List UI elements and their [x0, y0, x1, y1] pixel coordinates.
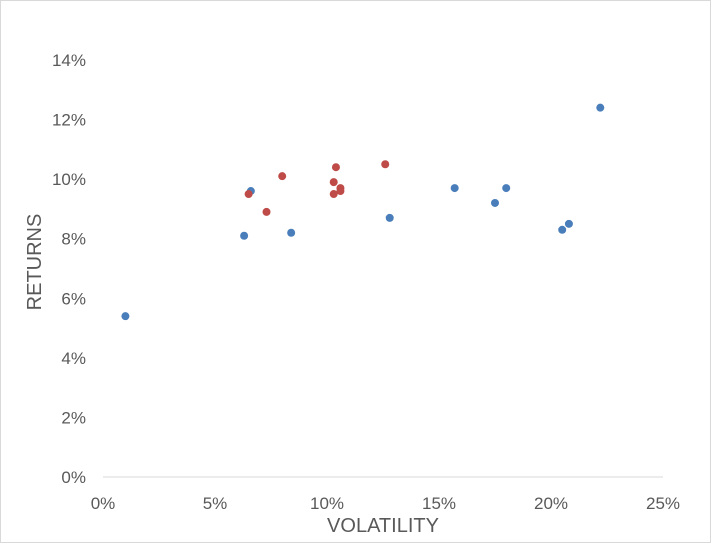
blue-data-point — [287, 228, 296, 237]
x-tick-labels: 0% 5% 10% 15% 20% 25% — [91, 494, 680, 513]
x-tick-label: 25% — [646, 494, 680, 513]
y-tick-labels: 0% 2% 4% 6% 8% 10% 12% 14% — [52, 51, 86, 487]
blue-data-point — [491, 198, 499, 207]
y-tick-label: 6% — [61, 289, 86, 308]
red-data-point — [244, 190, 253, 199]
red-data-point — [331, 163, 340, 172]
blue-data-point — [121, 312, 130, 321]
red-data-point — [329, 190, 338, 199]
y-tick-label: 10% — [52, 170, 86, 189]
blue-data-point — [502, 184, 511, 193]
x-tick-label: 0% — [91, 494, 116, 513]
red-data-point — [336, 187, 345, 196]
y-tick-label: 0% — [61, 468, 86, 487]
blue-data-point — [385, 213, 394, 222]
blue-data-point — [558, 225, 567, 234]
blue-data-point — [450, 184, 459, 193]
x-tick-label: 15% — [422, 494, 456, 513]
x-tick-label: 10% — [310, 494, 344, 513]
x-tick-label: 5% — [203, 494, 228, 513]
y-tick-label: 14% — [52, 51, 86, 70]
y-tick-label: 12% — [52, 111, 86, 130]
x-tick-label: 20% — [534, 494, 568, 513]
red-data-point — [278, 172, 287, 181]
y-tick-label: 2% — [61, 408, 86, 427]
red-data-point — [329, 178, 338, 187]
red-data-point — [381, 160, 390, 169]
y-tick-label: 4% — [61, 349, 86, 368]
blue-data-point — [564, 219, 573, 228]
y-axis-title: RETURNS — [24, 214, 46, 311]
blue-data-point — [240, 231, 249, 240]
blue-data-point — [596, 103, 605, 112]
x-axis-title: VOLATILITY — [327, 515, 439, 537]
data-points — [121, 103, 605, 321]
y-tick-label: 8% — [61, 230, 86, 249]
red-data-point — [262, 207, 271, 216]
